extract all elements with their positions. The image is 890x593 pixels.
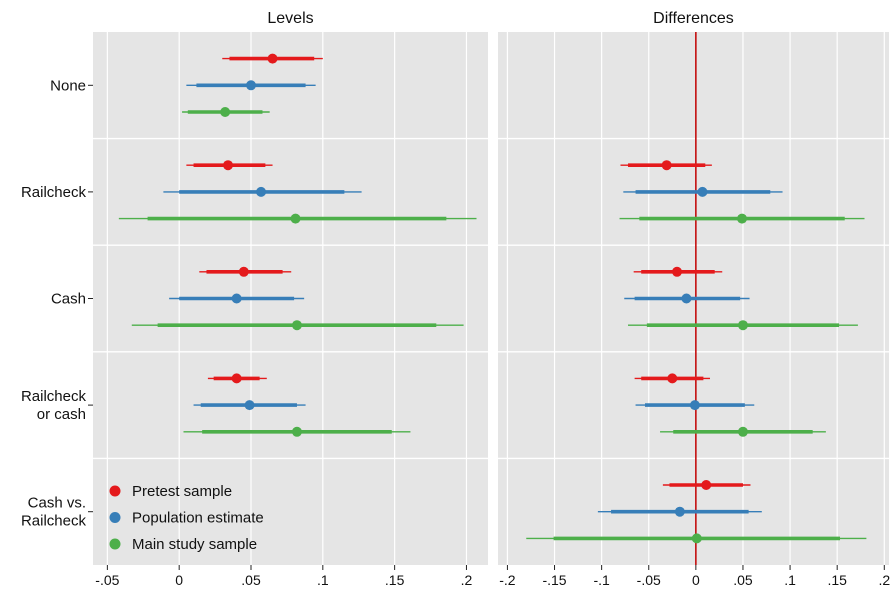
differences-panel: Differences -.2 -.15 -.1 -.05 0 .05 .1 .15 .2 xyxy=(498,10,890,588)
point-estimate-population-estimate-cash-vs-railcheck xyxy=(674,506,685,517)
x-tick-label: .15 xyxy=(385,572,405,588)
category-label-railcheck-or-cash: Railcheck xyxy=(21,388,87,405)
point-estimate-main-study-sample-cash-vs-railcheck xyxy=(691,533,702,544)
x-tick-label: .1 xyxy=(784,572,796,588)
x-tick-label: 0 xyxy=(692,572,700,588)
x-tick-label: 0 xyxy=(175,572,183,588)
point-estimate-pretest-sample-cash-vs-railcheck xyxy=(701,480,712,490)
x-tick-label: -.1 xyxy=(593,572,610,588)
x-tick-label: -.2 xyxy=(499,572,516,588)
point-estimate-pretest-sample-railcheck-or-cash xyxy=(231,373,242,384)
x-tick-label: .15 xyxy=(827,572,847,588)
x-tick-label: -.05 xyxy=(95,572,119,588)
point-estimate-pretest-sample-none xyxy=(267,53,278,64)
point-estimate-pretest-sample-railcheck-or-cash xyxy=(667,373,678,384)
x-tick-label: -.05 xyxy=(637,572,661,588)
panel-title: Differences xyxy=(653,10,734,27)
category-label-none: None xyxy=(50,77,86,94)
legend: Pretest sample Population estimate Main st… xyxy=(109,483,264,553)
point-estimate-population-estimate-railcheck xyxy=(256,186,267,197)
point-estimate-main-study-sample-railcheck-or-cash xyxy=(737,426,748,437)
point-estimate-main-study-sample-railcheck-or-cash xyxy=(291,426,302,437)
category-label-railcheck-or-cash: or cash xyxy=(37,406,86,423)
point-estimate-main-study-sample-railcheck xyxy=(290,213,301,224)
legend-marker-population-estimate xyxy=(109,512,121,523)
legend-label-main-study-sample: Main study sample xyxy=(132,536,257,553)
x-tick-label: .1 xyxy=(317,572,329,588)
x-tick-label: .05 xyxy=(241,572,261,588)
legend-marker-pretest-sample xyxy=(109,485,121,497)
category-label-cash-vs-railcheck: Railcheck xyxy=(21,513,87,530)
category-label-cash-vs-railcheck: Cash vs. xyxy=(28,495,86,512)
point-estimate-pretest-sample-railcheck xyxy=(661,160,672,171)
x-tick-label: -.15 xyxy=(542,572,566,588)
point-estimate-pretest-sample-railcheck xyxy=(223,160,234,171)
point-estimate-population-estimate-cash xyxy=(681,293,692,304)
point-estimate-main-study-sample-railcheck xyxy=(737,213,748,224)
point-estimate-pretest-sample-cash xyxy=(672,266,683,277)
legend-label-population-estimate: Population estimate xyxy=(132,510,264,527)
point-estimate-population-estimate-cash xyxy=(231,293,242,304)
panel-title: Levels xyxy=(267,10,313,27)
legend-marker-main-study-sample xyxy=(109,538,121,550)
legend-label-pretest-sample: Pretest sample xyxy=(132,483,232,500)
point-estimate-population-estimate-railcheck-or-cash xyxy=(244,400,255,411)
levels-panel: Levels -.05 0 .05 .1 .15 .2 xyxy=(93,10,488,588)
point-estimate-main-study-sample-cash xyxy=(291,320,302,331)
point-estimate-population-estimate-railcheck-or-cash xyxy=(689,400,700,411)
x-tick-label: .05 xyxy=(733,572,753,588)
category-label-railcheck: Railcheck xyxy=(21,184,87,201)
point-estimate-population-estimate-none xyxy=(246,80,256,91)
point-estimate-pretest-sample-cash xyxy=(238,266,249,277)
point-estimate-population-estimate-railcheck xyxy=(697,186,708,197)
point-estimate-main-study-sample-cash xyxy=(737,320,748,331)
x-tick-label: .2 xyxy=(878,572,890,588)
x-tick-label: .2 xyxy=(461,572,473,588)
point-estimate-main-study-sample-none xyxy=(220,107,231,117)
category-label-cash: Cash xyxy=(51,291,86,308)
